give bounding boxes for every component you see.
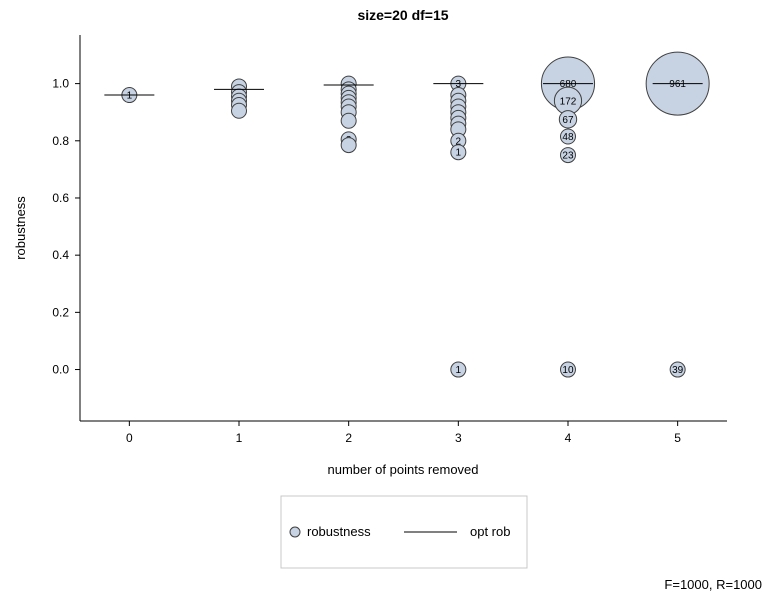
opt-rob-lines [104, 83, 703, 96]
x-tick-label: 0 [126, 431, 133, 445]
robustness-bubble [669, 361, 686, 378]
bubble-count-label: 67 [562, 115, 574, 126]
y-axis-title: robustness [13, 196, 28, 260]
robustness-bubble [559, 361, 576, 378]
robustness-bubble [559, 147, 576, 164]
x-tick-label: 1 [236, 431, 243, 445]
bubble-count-label: 10 [562, 365, 574, 376]
robustness-bubble [558, 110, 578, 129]
robustness-bubble [340, 112, 357, 129]
bubble-count-label: 680 [560, 79, 577, 90]
y-tick-label: 0.2 [52, 305, 69, 319]
legend-robustness-symbol [289, 526, 301, 538]
robustness-bubble [450, 361, 467, 378]
y-tick-label: 0.0 [52, 363, 69, 377]
bubble-count-label: 23 [562, 151, 574, 162]
legend-robustness-label: robustness [307, 524, 371, 539]
x-tick-label: 4 [565, 431, 572, 445]
robustness-bubble [559, 128, 576, 145]
x-tick-label: 3 [455, 431, 462, 445]
robustness-bubbles: 9616801726748392310332111 [121, 51, 710, 378]
bubble-count-label: 3 [456, 79, 462, 90]
x-axis-title: number of points removed [327, 462, 478, 477]
bubble-count-label: 1 [127, 91, 133, 102]
bubble-count-label: 172 [560, 96, 577, 107]
bubble-count-label: 961 [669, 79, 686, 90]
axes: 0 1 2 3 4 50.00.20.40.60.81.0 [52, 35, 727, 445]
robustness-bubble [340, 137, 357, 154]
y-tick-label: 0.6 [52, 191, 69, 205]
bubble-count-label: 1 [456, 365, 462, 376]
y-tick-label: 0.8 [52, 134, 69, 148]
y-tick-label: 1.0 [52, 77, 69, 91]
robustness-bubble [231, 102, 248, 119]
x-tick-label: 5 [674, 431, 681, 445]
chart-title: size=20 df=15 [357, 7, 448, 23]
robustness-bubble [450, 144, 467, 161]
x-tick-label: 2 [345, 431, 352, 445]
bubble-count-label: 39 [672, 365, 684, 376]
bubble-count-label: 48 [562, 132, 574, 143]
footnote: F=1000, R=1000 [664, 577, 762, 592]
legend-opt-rob-label: opt rob [470, 524, 510, 539]
bubble-count-label: 1 [456, 148, 462, 159]
bubble-count-label: 2 [456, 136, 462, 147]
y-tick-label: 0.4 [52, 248, 69, 262]
legend: robustness opt rob [280, 495, 528, 569]
